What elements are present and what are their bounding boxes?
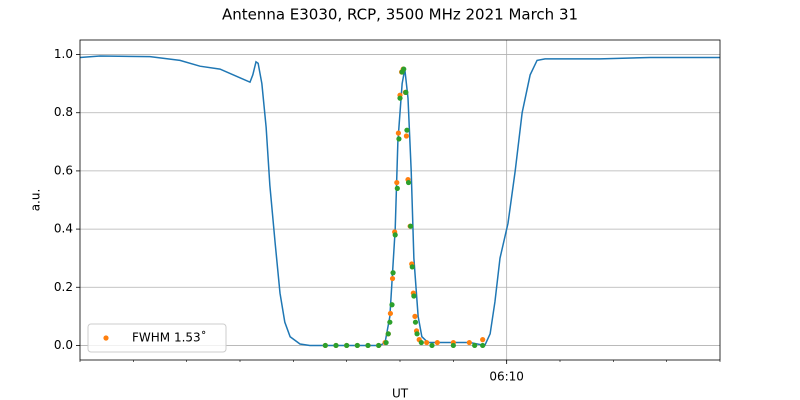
y-tick-label: 0.6 <box>54 163 73 177</box>
scatter-point <box>354 342 360 349</box>
scatter-point <box>405 179 412 186</box>
scatter-point <box>401 66 407 72</box>
scatter-point <box>434 339 440 346</box>
scatter-point <box>322 342 328 349</box>
y-tick-label: 0.4 <box>54 222 73 236</box>
scatter-point <box>344 342 350 349</box>
scatter-point <box>403 89 409 95</box>
chart-title: Antenna E3030, RCP, 3500 MHz 2021 March … <box>222 6 578 24</box>
plot-frame <box>79 39 721 361</box>
legend-label: FWHM 1.53˚ <box>132 330 207 345</box>
scatter-point <box>389 302 395 308</box>
scatter-point <box>411 293 417 299</box>
scatter-point <box>392 232 398 238</box>
x-axis-label: UT <box>392 387 409 400</box>
scatter-point <box>385 331 391 337</box>
scatter-point <box>480 337 486 343</box>
scatter-point <box>389 275 396 282</box>
scatter-point <box>387 319 393 325</box>
scatter-point <box>450 342 456 349</box>
scatter-point <box>429 342 435 349</box>
scatter-point <box>396 136 402 142</box>
scatter-point <box>472 342 478 349</box>
scatter-point <box>333 342 339 349</box>
scatter-point <box>390 270 396 276</box>
y-tick-label: 0.0 <box>54 338 73 352</box>
scatter-point <box>395 130 401 136</box>
x-tick-label: 06:10 <box>489 370 524 384</box>
scatter-point <box>409 264 415 270</box>
y-tick-label: 1.0 <box>54 47 73 61</box>
scatter-point <box>414 331 420 337</box>
scatter-point <box>424 339 430 346</box>
scatter-point <box>376 342 382 349</box>
scatter-point <box>480 342 486 349</box>
legend-marker <box>103 335 109 341</box>
scatter-point <box>412 319 419 325</box>
scatter-point <box>394 185 400 191</box>
scatter-point <box>394 179 400 186</box>
scatter-point <box>383 339 389 346</box>
scatter-point <box>397 95 403 101</box>
scatter-point <box>404 127 410 133</box>
scatter-point <box>403 133 409 139</box>
scatter-point <box>387 310 393 317</box>
scatter-point <box>418 339 424 346</box>
y-tick-label: 0.2 <box>54 280 73 294</box>
legend-box <box>87 323 227 353</box>
scatter-point <box>412 313 418 319</box>
y-tick-label: 0.8 <box>54 105 73 119</box>
y-axis-label: a.u. <box>29 189 43 212</box>
scatter-point <box>466 339 472 346</box>
scatter-point <box>365 342 371 349</box>
scatter-point <box>408 223 414 229</box>
